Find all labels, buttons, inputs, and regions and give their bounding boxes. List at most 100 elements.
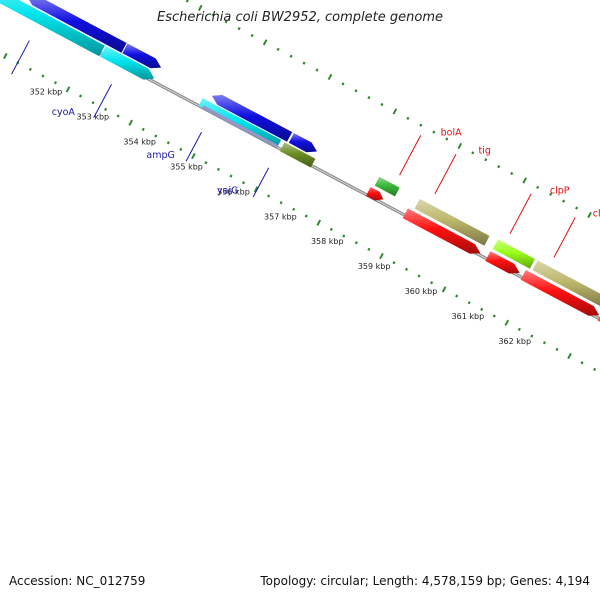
ruler-tick [243, 182, 244, 184]
ruler-tick [498, 166, 499, 168]
ruler-tick [581, 362, 582, 364]
ruler-tick [168, 142, 169, 144]
ruler-tick [505, 320, 508, 325]
ruler-tick-label: 360 kbp [405, 287, 438, 296]
ruler-tick [80, 95, 81, 97]
ruler-tick [588, 212, 591, 217]
ruler-tick [252, 34, 253, 36]
gene-features [0, 0, 600, 355]
ruler-tick [264, 40, 267, 45]
gene-label-cyoA: cyoA [52, 107, 76, 118]
ruler-tick [472, 152, 473, 154]
ruler-tick [342, 83, 343, 85]
ruler-tick [42, 75, 43, 77]
ruler-tick-label: 357 kbp [264, 212, 297, 221]
ruler-tick [239, 28, 240, 30]
gene-label-ampG: ampG [146, 150, 174, 161]
ruler-tick [433, 131, 434, 133]
gene-label-leader [554, 218, 575, 258]
ruler-tick [303, 62, 304, 64]
ruler-tick [458, 143, 461, 148]
ruler-tick [594, 368, 595, 370]
ruler-tick [494, 315, 495, 317]
ruler-tick [519, 328, 520, 330]
ruler-tick [67, 87, 70, 92]
ruler-tick [481, 308, 482, 310]
ruler-tick-label: 362 kbp [498, 337, 531, 346]
ruler-tick [118, 115, 119, 117]
ruler-tick [230, 175, 231, 177]
gene-label-leader [435, 154, 456, 194]
ruler-tick [393, 109, 396, 114]
ruler-tick [420, 124, 421, 126]
ruler-tick [368, 97, 369, 99]
ruler-tick [563, 200, 564, 202]
ruler-tick-label: 354 kbp [123, 138, 156, 147]
ruler-tick-label: 359 kbp [358, 262, 391, 271]
gene-labels: cyoBcyoAampGyajGbolAtigclpPclpX [0, 41, 600, 258]
ruler-tick [105, 108, 106, 110]
ruler-tick [290, 55, 291, 57]
ruler-tick [380, 253, 383, 258]
ruler-tick [205, 162, 206, 164]
ruler-tick [537, 186, 538, 188]
gene-label-leader [253, 168, 268, 197]
ruler-tick [356, 242, 357, 244]
gene-label-leader [400, 135, 421, 175]
ruler-tick [143, 128, 144, 130]
gene-feature [366, 187, 383, 201]
ruler-tick [218, 168, 219, 170]
ruler-tick [523, 178, 526, 183]
ruler-tick-label: 358 kbp [311, 237, 344, 246]
ruler-tick [316, 69, 317, 71]
ruler-tick [406, 268, 407, 270]
ruler-tick [192, 153, 195, 158]
ruler-tick [268, 195, 269, 197]
ruler-tick [418, 275, 419, 277]
ruler-tick [544, 342, 545, 344]
gene-label-bolA: bolA [441, 128, 462, 139]
ruler-tick-label: 361 kbp [452, 312, 485, 321]
ruler-tick [92, 102, 93, 104]
gene-label-clpX: clpX [593, 208, 600, 219]
ruler-tick-label: 353 kbp [77, 113, 110, 122]
ruler-tick [381, 103, 382, 105]
ruler-tick [278, 48, 279, 50]
ruler-tick [317, 220, 320, 225]
accession-text: Accession: NC_012759 [9, 574, 145, 588]
ruler-tick [531, 335, 532, 337]
topology-summary: Topology: circular; Length: 4,578,159 bp… [260, 574, 590, 588]
map-title: Escherichia coli BW2952, complete genome [0, 10, 600, 25]
ruler-tick [393, 262, 394, 264]
ruler-tick [129, 120, 132, 125]
gene-label-leader [12, 41, 30, 75]
gene-label-yajG: yajG [217, 186, 238, 197]
ruler-tick [293, 208, 294, 210]
ruler-tick [331, 228, 332, 230]
genome-backbone [0, 0, 600, 357]
ruler-tick [485, 159, 486, 161]
ruler-tick [511, 172, 512, 174]
gene-feature [27, 0, 127, 53]
ruler-tick [30, 68, 31, 70]
ruler-tick [306, 215, 307, 217]
ruler-tick [187, 0, 188, 2]
ruler-tick [576, 207, 577, 209]
ruler-tick [407, 117, 408, 119]
ruler-tick [456, 295, 457, 297]
ruler-tick [355, 90, 356, 92]
ruler-tick [431, 282, 432, 284]
gene-label-tig: tig [478, 146, 490, 157]
ruler-tick [180, 148, 181, 150]
ruler-tick [55, 82, 56, 84]
ruler-tick [4, 53, 7, 58]
ruler-tick [443, 287, 446, 292]
ruler-tick [368, 248, 369, 250]
ruler-tick-label: 352 kbp [30, 88, 63, 97]
ruler-tick [281, 202, 282, 204]
ruler-tick-label: 355 kbp [170, 162, 203, 171]
gene-label-leader [510, 194, 531, 234]
